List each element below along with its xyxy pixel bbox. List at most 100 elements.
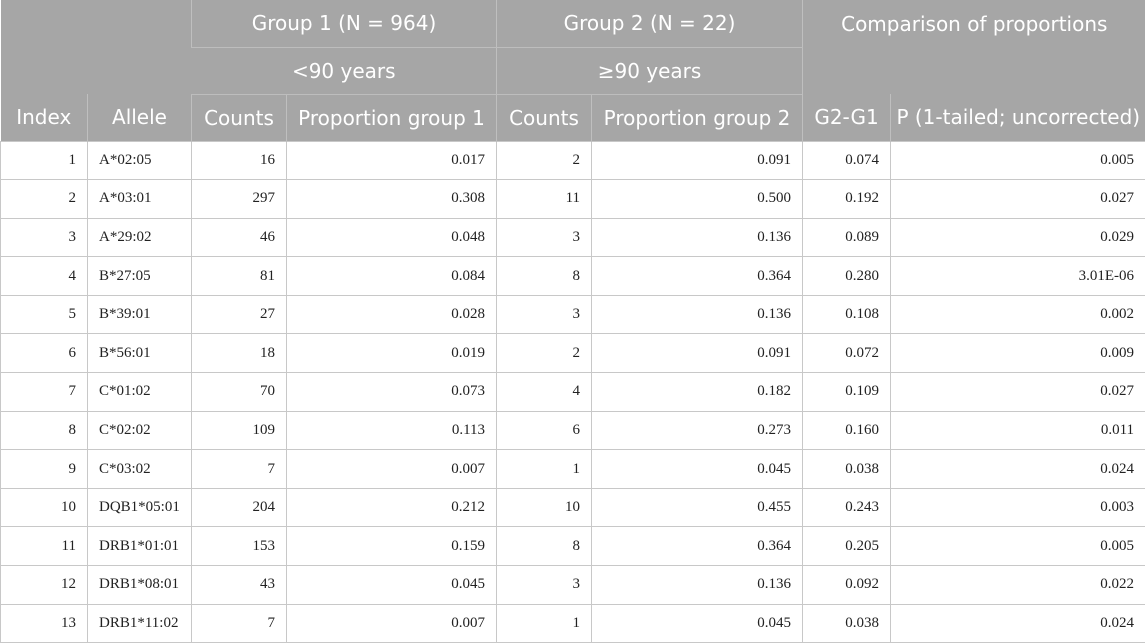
index-cell: 4 (0, 256, 88, 296)
proportion-group1-cell: 0.212 (285, 487, 498, 528)
proportion-group2-cell: 0.091 (591, 333, 804, 374)
column-header-counts-group1: Counts (191, 94, 287, 141)
proportion-group1-cell: 0.019 (285, 333, 498, 374)
difference-cell: 0.038 (802, 603, 892, 644)
proportion-group1-cell: 0.084 (285, 256, 498, 296)
difference-cell: 0.072 (802, 333, 892, 374)
difference-cell: 0.074 (802, 140, 892, 181)
counts-group2-cell: 1 (496, 449, 593, 489)
proportion-group1-cell: 0.073 (285, 372, 498, 412)
table-row: 13 DRB1*11:02 7 0.007 1 0.045 0.038 0.024 (0, 603, 1145, 644)
proportion-group2-cell: 0.364 (591, 526, 804, 567)
table-body: 1 A*02:05 16 0.017 2 0.091 0.074 0.005 2 A*03:01 2… (0, 140, 1145, 644)
allele-cell: B*27:05 (87, 256, 192, 296)
allele-cell: C*03:02 (87, 449, 192, 489)
header-row-columns: Index Allele Counts Proportion group 1 C… (0, 94, 1145, 141)
index-cell: 3 (0, 217, 88, 258)
difference-cell: 0.280 (802, 256, 892, 296)
table-row: 11 DRB1*01:01 153 0.159 8 0.364 0.205 0.005 (0, 526, 1145, 567)
index-cell: 10 (0, 487, 88, 528)
p-value-cell: 0.003 (890, 487, 1145, 528)
column-header-proportion-group1: Proportion group 1 (285, 94, 497, 141)
allele-cell: DRB1*08:01 (87, 565, 192, 605)
proportion-group2-cell: 0.136 (591, 294, 804, 335)
counts-group2-cell: 1 (496, 603, 593, 644)
counts-group2-cell: 8 (496, 256, 593, 296)
header-row-ages: <90 years ≥90 years (1, 47, 1145, 95)
table-header: Group 1 (N = 964) Group 2 (N = 22) Compa… (0, 0, 1145, 141)
counts-group2-cell: 2 (496, 333, 593, 374)
table-row: 1 A*02:05 16 0.017 2 0.091 0.074 0.005 (0, 140, 1145, 181)
p-value-cell: 0.011 (890, 410, 1145, 451)
counts-group2-cell: 3 (496, 294, 593, 335)
comparison-title: Comparison of proportions (802, 0, 1145, 94)
proportion-group1-cell: 0.017 (285, 140, 498, 181)
group1-title: Group 1 (N = 964) (190, 0, 497, 48)
table-row: 4 B*27:05 81 0.084 8 0.364 0.280 3.01E-06 (0, 256, 1145, 296)
table-row: 8 C*02:02 109 0.113 6 0.273 0.160 0.011 (0, 410, 1145, 451)
allele-cell: C*02:02 (87, 410, 192, 451)
allele-cell: DRB1*01:01 (87, 526, 192, 567)
p-value-cell: 0.022 (890, 565, 1145, 605)
difference-cell: 0.089 (802, 217, 892, 258)
counts-group1-cell: 7 (191, 603, 287, 644)
difference-cell: 0.038 (802, 449, 892, 489)
counts-group1-cell: 109 (191, 410, 287, 451)
counts-group2-cell: 3 (496, 565, 593, 605)
index-cell: 13 (0, 603, 88, 644)
counts-group1-cell: 46 (191, 217, 287, 258)
table-row: 2 A*03:01 297 0.308 11 0.500 0.192 0.027 (0, 179, 1145, 219)
p-value-cell: 0.005 (890, 526, 1145, 567)
p-value-cell: 0.024 (890, 449, 1145, 489)
proportion-group1-cell: 0.028 (285, 294, 498, 335)
table-row: 12 DRB1*08:01 43 0.045 3 0.136 0.092 0.022 (0, 565, 1145, 605)
counts-group2-cell: 11 (496, 179, 593, 219)
difference-cell: 0.092 (802, 565, 892, 605)
p-value-cell: 0.024 (890, 603, 1145, 644)
p-value-cell: 0.005 (890, 140, 1145, 181)
p-value-cell: 0.009 (890, 333, 1145, 374)
column-header-counts-group2: Counts (496, 94, 592, 141)
proportion-group2-cell: 0.091 (591, 140, 804, 181)
counts-group1-cell: 27 (191, 294, 287, 335)
column-header-p-value: P (1-tailed; uncorrected) (890, 94, 1145, 141)
allele-cell: B*56:01 (87, 333, 192, 374)
proportion-group2-cell: 0.500 (591, 179, 804, 219)
proportion-group2-cell: 0.136 (591, 217, 804, 258)
counts-group2-cell: 10 (496, 487, 593, 528)
table-row: 10 DQB1*05:01 204 0.212 10 0.455 0.243 0.003 (0, 487, 1145, 528)
group1-subtitle: <90 years (191, 47, 497, 95)
table-row: 9 C*03:02 7 0.007 1 0.045 0.038 0.024 (0, 449, 1145, 489)
table-row: 6 B*56:01 18 0.019 2 0.091 0.072 0.009 (0, 333, 1145, 374)
proportion-group2-cell: 0.045 (591, 449, 804, 489)
difference-cell: 0.109 (802, 372, 892, 412)
allele-cell: A*29:02 (87, 217, 192, 258)
p-value-cell: 3.01E-06 (890, 256, 1145, 296)
counts-group1-cell: 16 (191, 140, 287, 181)
index-cell: 2 (0, 179, 88, 219)
proportion-group2-cell: 0.136 (591, 565, 804, 605)
proportion-group2-cell: 0.364 (591, 256, 804, 296)
column-header-proportion-group2: Proportion group 2 (591, 94, 803, 141)
counts-group2-cell: 3 (496, 217, 593, 258)
column-header-index: Index (0, 94, 88, 141)
table-row: 3 A*29:02 46 0.048 3 0.136 0.089 0.029 (0, 217, 1145, 258)
index-cell: 9 (0, 449, 88, 489)
counts-group1-cell: 204 (191, 487, 287, 528)
index-cell: 7 (0, 372, 88, 412)
header-empty-cell (0, 0, 192, 94)
proportion-group1-cell: 0.048 (285, 217, 498, 258)
header-row-groups: Group 1 (N = 964) Group 2 (N = 22) Compa… (0, 0, 1145, 94)
proportion-group2-cell: 0.045 (591, 603, 804, 644)
counts-group1-cell: 81 (191, 256, 287, 296)
counts-group1-cell: 43 (191, 565, 287, 605)
difference-cell: 0.160 (802, 410, 892, 451)
allele-cell: A*03:01 (87, 179, 192, 219)
p-value-cell: 0.027 (890, 372, 1145, 412)
counts-group1-cell: 70 (191, 372, 287, 412)
table-row: 5 B*39:01 27 0.028 3 0.136 0.108 0.002 (0, 294, 1145, 335)
index-cell: 5 (0, 294, 88, 335)
column-header-allele: Allele (87, 94, 192, 141)
index-cell: 12 (0, 565, 88, 605)
